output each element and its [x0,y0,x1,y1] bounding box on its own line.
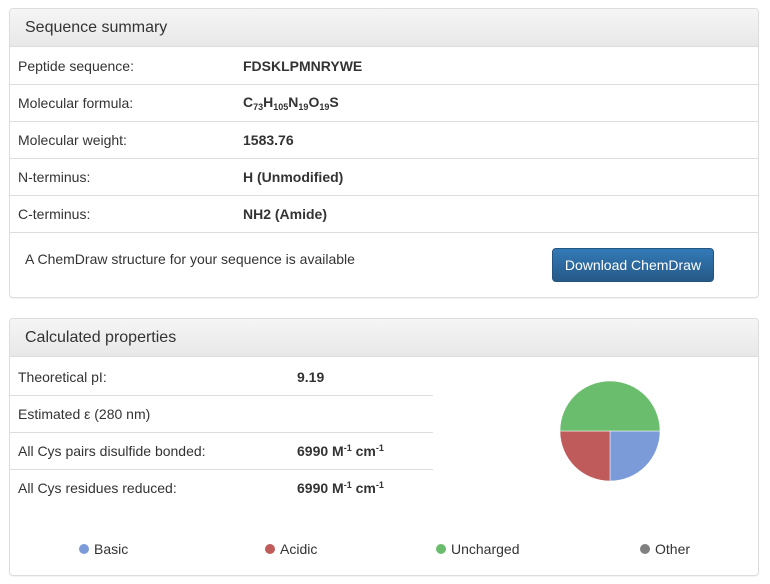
legend-item-acidic: Acidic [265,541,317,557]
formula-element: O [308,94,320,110]
formula-count: 73 [253,102,264,112]
unit-exponent: -1 [343,480,352,490]
summary-row-weight: Molecular weight: 1583.76 [10,121,758,158]
pie-slice-basic [609,430,661,482]
summary-label: Molecular formula: [18,95,134,111]
unit-cm: cm [355,443,376,459]
formula-count: 19 [298,102,309,112]
sequence-summary-title: Sequence summary [10,9,758,47]
summary-label: N-terminus: [18,169,91,185]
c-terminus-value: NH2 (Amide) [243,206,328,222]
unit-molar: M [332,480,344,496]
pie-legend: Basic Acidic Uncharged Other [10,541,758,561]
sequence-summary-panel: Sequence summary Peptide sequence: FDSKL… [9,8,759,298]
formula-count: 105 [273,102,289,112]
theoretical-pi-value: 9.19 [297,368,325,385]
legend-label-basic: Basic [94,541,129,557]
coefficient-number: 6990 [297,480,329,496]
peptide-sequence-value: FDSKLPMNRYWE [243,57,363,74]
chemdraw-row: A ChemDraw structure for your sequence i… [10,232,758,296]
property-row-extinction: Estimated ε (280 nm) [10,395,433,432]
unit-exponent: -1 [343,443,352,453]
legend-item-uncharged: Uncharged [436,541,520,557]
property-label: All Cys pairs disulfide bonded: [18,443,206,459]
summary-label: Peptide sequence: [18,57,134,74]
unit-cm: cm [355,480,376,496]
legend-item-basic: Basic [79,541,128,557]
calculated-properties-panel: Calculated properties Theoretical pI: 9.… [9,318,759,576]
legend-label-uncharged: Uncharged [451,541,520,557]
properties-table: Theoretical pI: 9.19 Estimated ε (280 nm… [10,358,433,506]
formula-element: N [288,94,299,110]
formula-count: 19 [319,102,330,112]
summary-row-c-terminus: C-terminus: NH2 (Amide) [10,195,758,232]
unit-exponent: -1 [375,443,384,453]
property-row-disulfide: All Cys pairs disulfide bonded: 6990 M-1… [10,432,433,469]
summary-row-formula: Molecular formula: C73H105N19O19S [10,84,758,121]
property-label: Estimated ε (280 nm) [18,406,151,422]
property-label: Theoretical pI: [18,368,107,385]
legend-label-acidic: Acidic [280,541,318,557]
summary-table: Peptide sequence: FDSKLPMNRYWE Molecular… [10,47,758,296]
legend-item-other: Other [640,541,690,557]
summary-label: Molecular weight: [18,132,127,148]
legend-swatch-acidic [265,544,275,554]
download-chemdraw-button[interactable]: Download ChemDraw [552,248,714,282]
pie-slice-uncharged [559,380,661,432]
coefficient-number: 6990 [297,443,329,459]
unit-exponent: -1 [375,480,384,490]
molecular-weight-value: 1583.76 [243,132,294,148]
legend-swatch-other [640,544,650,554]
molecular-formula-value: C73H105N19O19S [243,94,339,112]
chemdraw-availability-text: A ChemDraw structure for your sequence i… [25,251,355,267]
legend-swatch-uncharged [436,544,446,554]
n-terminus-value: H (Unmodified) [243,169,344,185]
calculated-properties-title: Calculated properties [10,319,758,357]
cys-reduced-value: 6990 M-1 cm-1 [297,480,384,496]
property-label: All Cys residues reduced: [18,480,177,496]
summary-row-n-terminus: N-terminus: H (Unmodified) [10,158,758,195]
unit-molar: M [332,443,344,459]
legend-label-other: Other [655,541,691,557]
property-row-pi: Theoretical pI: 9.19 [10,358,433,395]
property-row-reduced: All Cys residues reduced: 6990 M-1 cm-1 [10,469,433,506]
formula-element: S [329,94,339,110]
disulfide-bonded-value: 6990 M-1 cm-1 [297,443,384,459]
residue-pie-chart [559,380,661,482]
formula-element: H [263,94,274,110]
legend-swatch-basic [79,544,89,554]
summary-row-sequence: Peptide sequence: FDSKLPMNRYWE [10,47,758,84]
pie-chart-svg [559,380,661,482]
formula-element: C [243,94,254,110]
pie-slice-acidic [559,430,611,482]
summary-label: C-terminus: [18,206,91,222]
